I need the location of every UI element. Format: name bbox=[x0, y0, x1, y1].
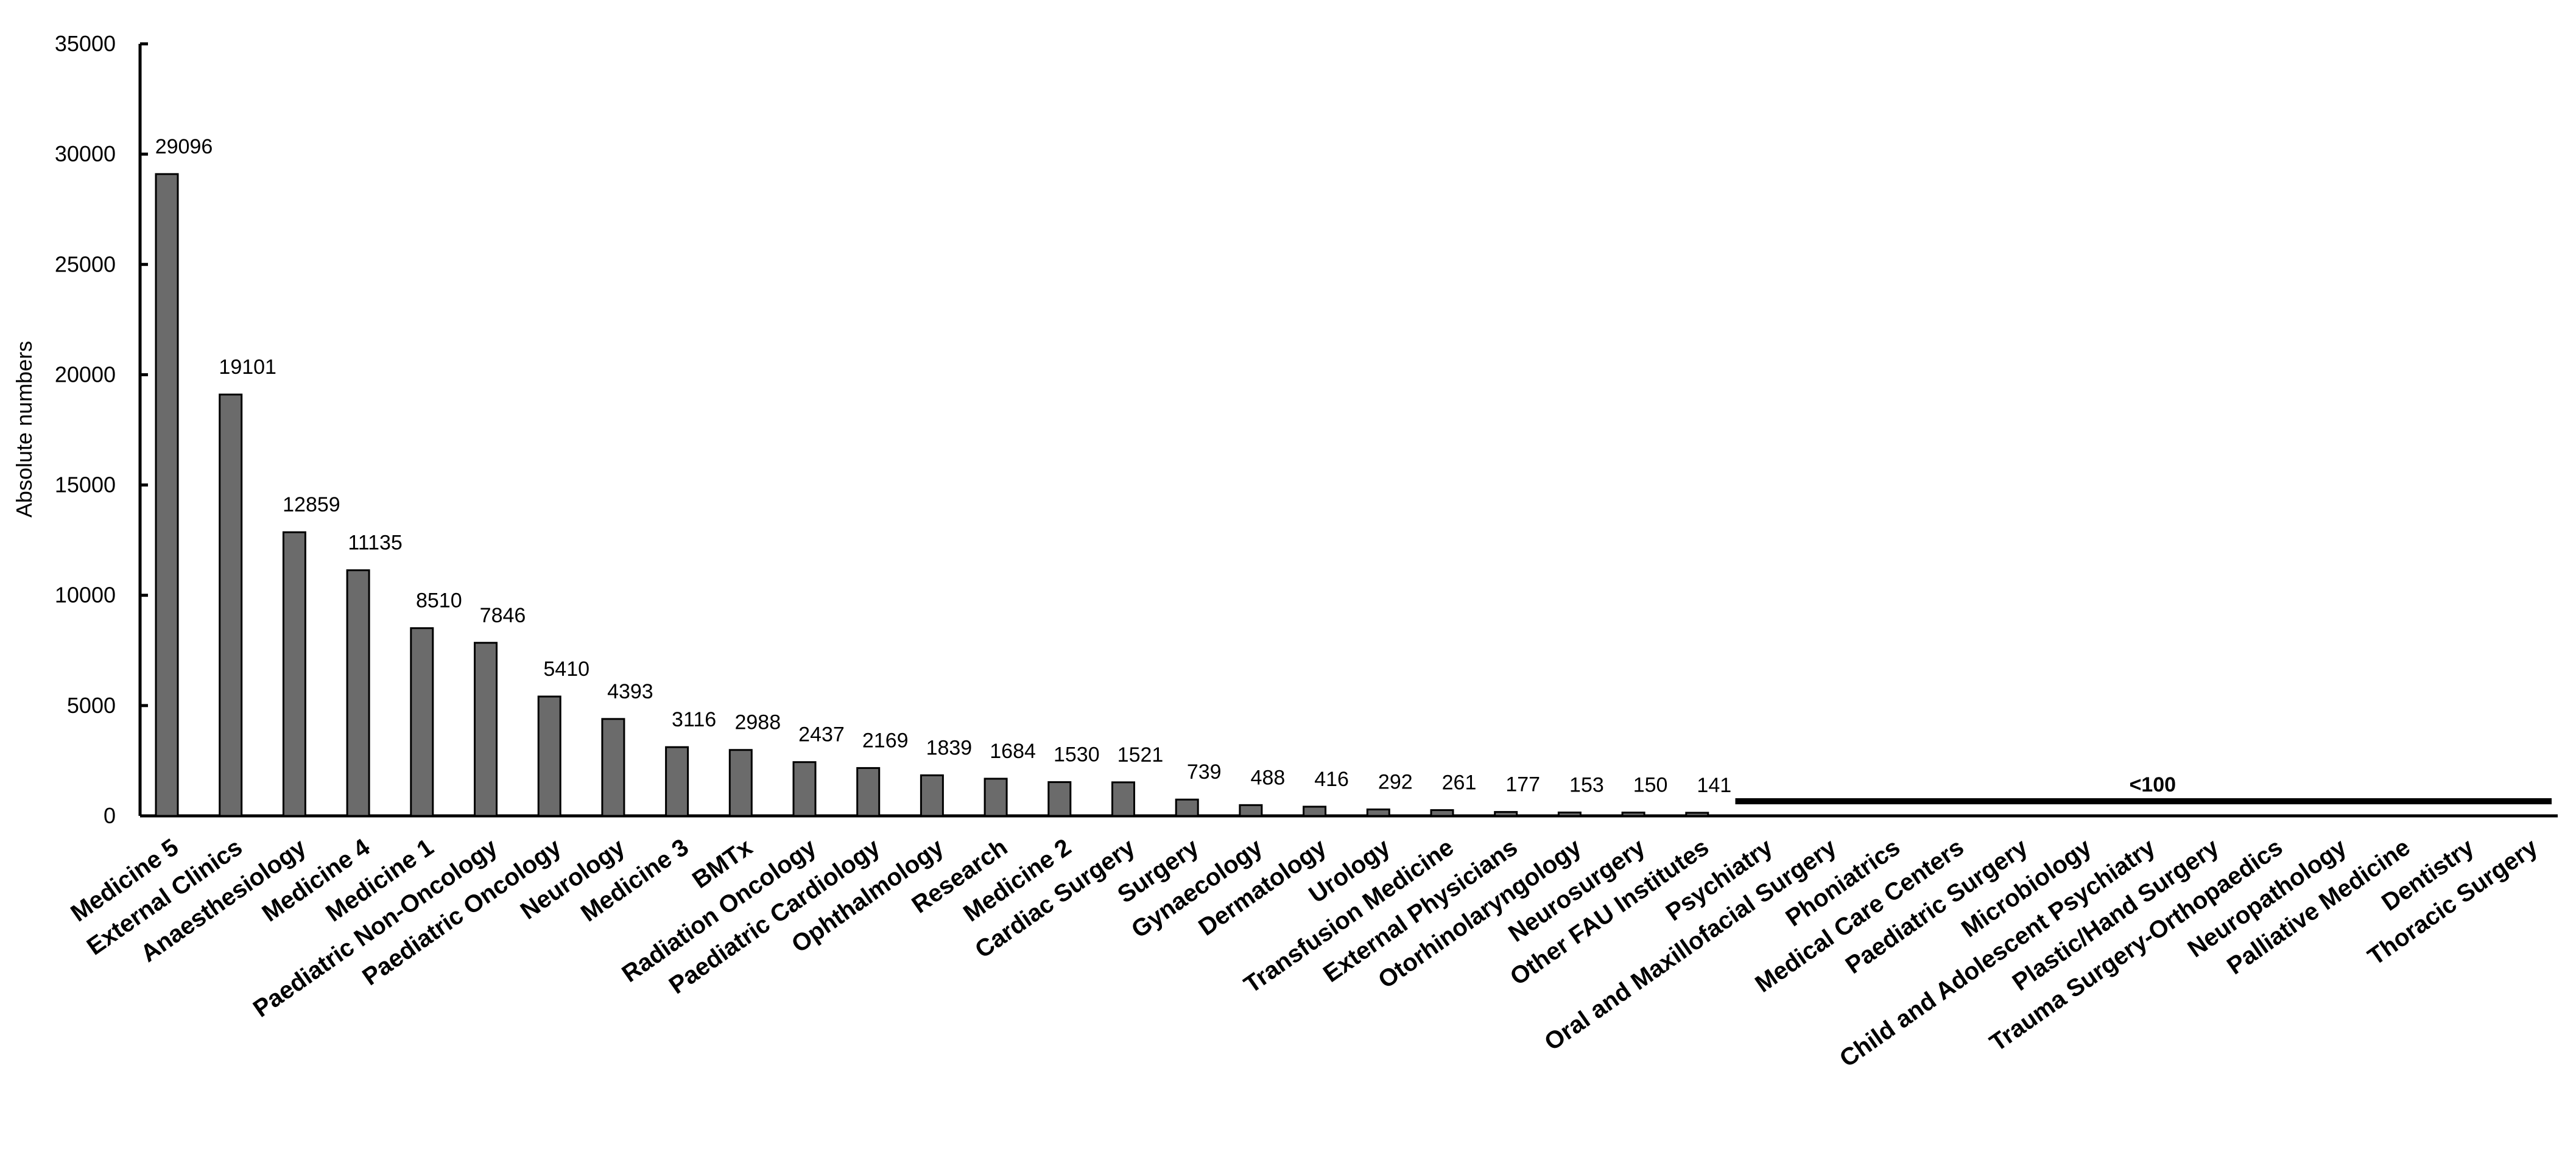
data-label-12: 1839 bbox=[926, 736, 973, 759]
data-label-8: 3116 bbox=[672, 708, 716, 731]
bar-8 bbox=[665, 746, 689, 817]
bar-18 bbox=[1303, 806, 1327, 817]
below-100-label: <100 bbox=[2129, 773, 2176, 796]
data-label-23: 150 bbox=[1633, 774, 1668, 797]
bar-4 bbox=[410, 627, 434, 817]
bar-19 bbox=[1366, 808, 1390, 817]
bar-0 bbox=[155, 173, 179, 817]
bar-5 bbox=[474, 642, 498, 817]
bar-23 bbox=[1621, 812, 1645, 817]
data-label-9: 2988 bbox=[734, 711, 781, 734]
bar-11 bbox=[856, 767, 881, 817]
bar-1 bbox=[219, 393, 243, 817]
bar-9 bbox=[728, 749, 753, 817]
data-label-17: 488 bbox=[1251, 766, 1286, 789]
data-label-11: 2169 bbox=[862, 729, 909, 752]
data-label-3: 11135 bbox=[348, 532, 403, 555]
bar-6 bbox=[537, 695, 561, 817]
data-label-0: 29096 bbox=[155, 135, 213, 158]
y-tick-label-0: 0 bbox=[104, 803, 116, 828]
y-axis: 0 5000 10000 15000 20000 25000 30000 35000 bbox=[55, 31, 148, 828]
data-label-19: 292 bbox=[1378, 770, 1413, 793]
bar-21 bbox=[1494, 811, 1518, 817]
data-label-18: 416 bbox=[1314, 768, 1349, 791]
bars: 29096 19101 12859 11135 8510 7846 5410 4393 3116… bbox=[155, 135, 1731, 817]
data-label-4: 8510 bbox=[416, 589, 462, 613]
data-label-5: 7846 bbox=[480, 604, 526, 627]
y-axis-title: Absolute numbers bbox=[12, 341, 37, 518]
data-label-24: 141 bbox=[1697, 774, 1731, 797]
data-label-13: 1684 bbox=[990, 740, 1036, 763]
bar-7 bbox=[601, 718, 625, 817]
data-label-20: 261 bbox=[1442, 771, 1477, 795]
y-tick-label-5: 25000 bbox=[55, 251, 116, 276]
bar-13 bbox=[984, 778, 1008, 817]
bar-24 bbox=[1685, 812, 1709, 817]
y-tick-label-3: 15000 bbox=[55, 472, 116, 497]
bar-10 bbox=[792, 761, 817, 817]
data-label-22: 153 bbox=[1569, 773, 1604, 796]
data-label-6: 5410 bbox=[543, 658, 589, 681]
y-tick-label-6: 30000 bbox=[55, 141, 116, 166]
bar-16 bbox=[1175, 798, 1199, 817]
bar-12 bbox=[920, 774, 944, 817]
bar-2 bbox=[282, 531, 306, 817]
data-label-1: 19101 bbox=[219, 356, 276, 379]
data-label-16: 739 bbox=[1187, 760, 1222, 784]
data-label-10: 2437 bbox=[798, 723, 845, 746]
bar-20 bbox=[1430, 809, 1454, 817]
data-label-2: 12859 bbox=[283, 493, 340, 516]
data-label-7: 4393 bbox=[607, 680, 653, 703]
bar-15 bbox=[1111, 781, 1135, 817]
data-label-21: 177 bbox=[1505, 773, 1540, 796]
y-tick-label-4: 20000 bbox=[55, 362, 116, 387]
data-label-14: 1530 bbox=[1054, 743, 1100, 767]
bar-17 bbox=[1239, 804, 1263, 817]
bar-3 bbox=[346, 569, 370, 817]
data-label-15: 1521 bbox=[1117, 743, 1164, 767]
y-tick-label-1: 5000 bbox=[67, 693, 116, 718]
y-tick-label-2: 10000 bbox=[55, 583, 116, 608]
bar-14 bbox=[1047, 781, 1072, 817]
y-tick-label-7: 35000 bbox=[55, 31, 116, 56]
below-100-annotation: <100 bbox=[1735, 773, 2552, 804]
bar-22 bbox=[1557, 811, 1582, 817]
